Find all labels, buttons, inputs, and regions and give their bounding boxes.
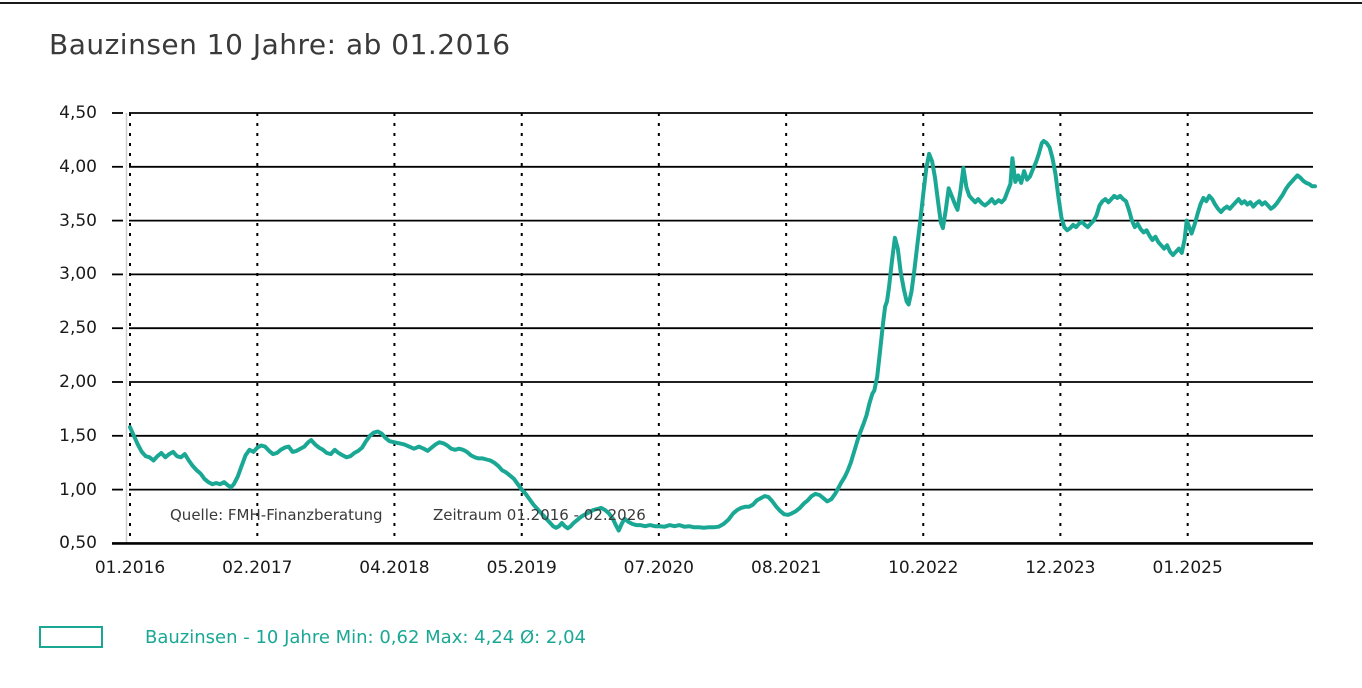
x-tick-label: 12.2023: [1025, 558, 1096, 579]
y-tick-label: 1,00: [59, 479, 97, 500]
legend: Bauzinsen - 10 Jahre Min: 0,62 Max: 4,24…: [39, 626, 586, 648]
y-tick-label: 2,00: [59, 372, 97, 392]
x-tick-label: 02.2017: [222, 558, 293, 579]
source-annotation: Quelle: FMH-Finanzberatung: [170, 506, 383, 524]
x-tick-label: 07.2020: [623, 558, 694, 579]
page-top-border: [0, 2, 1362, 4]
y-tick-label: 4,50: [59, 103, 97, 123]
chart-title: Bauzinsen 10 Jahre: ab 01.2016: [49, 28, 511, 61]
rate-series-line: [128, 139, 1317, 533]
x-tick-label: 04.2018: [359, 558, 430, 579]
timerange-annotation: Zeitraum 01.2016 - 02.2026: [433, 506, 646, 524]
legend-label: Bauzinsen - 10 Jahre Min: 0,62 Max: 4,24…: [145, 626, 586, 648]
x-tick-label: 01.2025: [1152, 558, 1223, 579]
y-tick-label: 3,50: [59, 210, 97, 231]
y-tick-label: 4,00: [59, 156, 97, 177]
x-tick-label: 01.2016: [94, 558, 166, 579]
legend-swatch: [39, 626, 103, 648]
y-tick-label: 0,50: [59, 533, 97, 554]
x-tick-label: 05.2019: [486, 558, 557, 579]
y-tick-label: 1,50: [59, 425, 97, 446]
y-tick-label: 3,00: [59, 264, 97, 285]
y-tick-label: 2,50: [59, 318, 97, 339]
x-tick-label: 08.2021: [751, 558, 822, 579]
x-tick-label: 10.2022: [888, 558, 959, 579]
